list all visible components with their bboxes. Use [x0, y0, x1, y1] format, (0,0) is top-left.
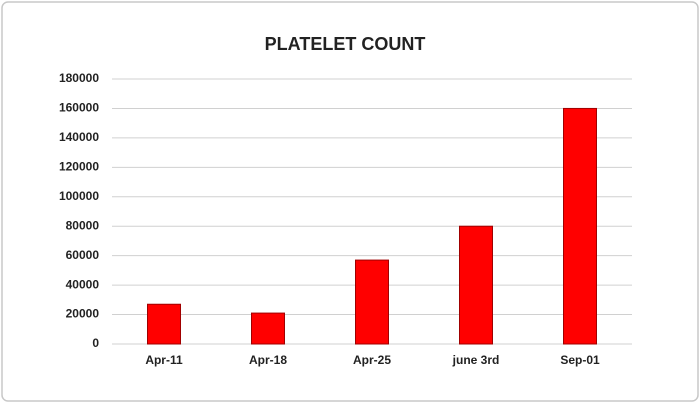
- y-tick-label: 40000: [66, 277, 100, 291]
- x-tick-label: Apr-11: [145, 353, 183, 367]
- bar: [147, 303, 181, 345]
- bar: [251, 312, 285, 345]
- y-tick-label: 80000: [66, 218, 100, 232]
- x-tick-label: Sep-01: [560, 353, 600, 367]
- chart-title: PLATELET COUNT: [265, 34, 426, 54]
- y-tick-label: 180000: [59, 71, 99, 85]
- x-tick-label: Apr-18: [249, 353, 287, 367]
- bar: [563, 107, 597, 345]
- y-tick-label: 60000: [66, 248, 100, 262]
- y-tick-label: 20000: [66, 307, 100, 321]
- y-tick-label: 0: [92, 336, 99, 350]
- y-tick-label: 100000: [59, 189, 99, 203]
- y-tick-label: 160000: [59, 101, 99, 115]
- x-tick-label: june 3rd: [452, 353, 500, 367]
- bar: [459, 225, 493, 345]
- x-tick-label: Apr-25: [353, 353, 391, 367]
- y-tick-label: 120000: [59, 160, 99, 174]
- y-tick-label: 140000: [59, 130, 99, 144]
- bar: [355, 259, 389, 345]
